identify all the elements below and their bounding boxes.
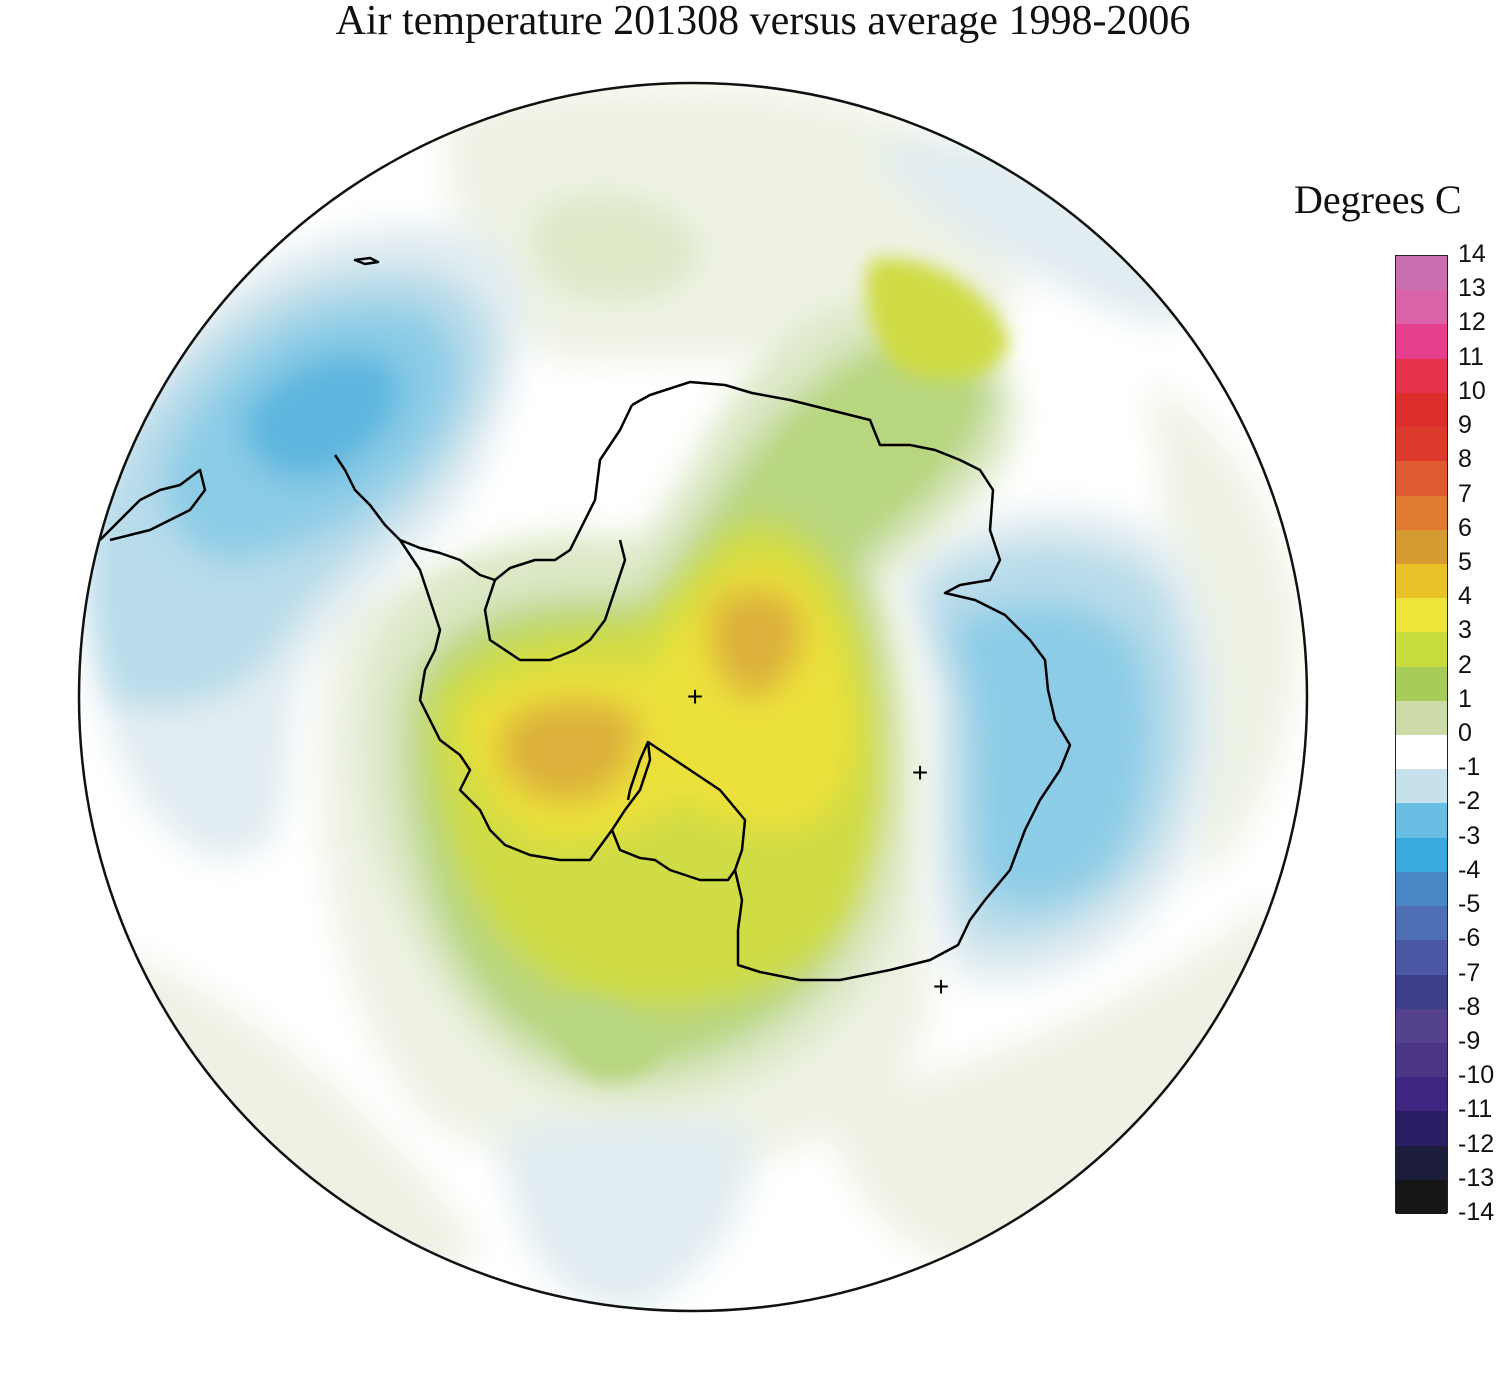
color-scale-tick-label: -10 (1458, 1061, 1495, 1090)
cool-core-west (240, 352, 402, 480)
color-scale-segment (1396, 803, 1447, 839)
color-scale-tick-label: -6 (1458, 924, 1481, 953)
coastlines (99, 256, 1072, 982)
station-marker-southeast: + (933, 971, 949, 1002)
south-georgia-island (353, 256, 380, 266)
color-scale-segment (1396, 358, 1447, 394)
color-scale-segment (1396, 563, 1447, 599)
color-scale-tick-label: 3 (1458, 616, 1472, 645)
color-scale-segment (1396, 598, 1447, 633)
cool-field-south (500, 1115, 752, 1311)
legend-units-label: Degrees C (1294, 177, 1462, 222)
color-scale-tick-label: 11 (1458, 342, 1484, 371)
color-scale-tick-label: 1 (1458, 684, 1472, 713)
color-scale-segment (1396, 529, 1447, 565)
color-scale-segment (1396, 427, 1447, 462)
color-scale-segment (1396, 769, 1447, 804)
map-title: Air temperature 201308 versus average 19… (335, 0, 1191, 44)
color-scale-tick-label: -8 (1458, 992, 1481, 1021)
color-scale-segment (1396, 632, 1447, 668)
color-scale-tick-label: -2 (1458, 787, 1481, 816)
warm-field-north-patch (531, 195, 700, 300)
warm-field-southwest (120, 950, 480, 1278)
color-scale-segment (1396, 1179, 1447, 1215)
antarctic-peninsula-coast (333, 454, 614, 862)
color-scale-tick-label: 13 (1458, 274, 1486, 303)
ross-ice-shelf-edge (626, 741, 650, 801)
color-scale-tick-label: 4 (1458, 582, 1472, 611)
color-scale-segment (1396, 324, 1447, 360)
color-scale-tick-label: 10 (1458, 376, 1486, 405)
color-scale-tick-label: 7 (1458, 479, 1472, 508)
color-scale-tick-label: -11 (1458, 1095, 1493, 1124)
color-scale-segment (1396, 256, 1447, 291)
green-patch-south (558, 997, 660, 1081)
anomaly-field (79, 83, 1307, 1311)
map-markers: + + + (687, 681, 949, 1002)
cool-core-east (954, 603, 1150, 906)
warm-level-5-east (709, 587, 803, 700)
station-marker-east: + (912, 757, 928, 788)
map-boundary-circle (77, 81, 1309, 1313)
color-scale-segment (1396, 906, 1447, 941)
color-scale-segment (1396, 461, 1447, 496)
south-america-tip (99, 468, 207, 542)
color-scale-segment (1396, 871, 1447, 907)
color-scale-tick-label: -14 (1458, 1198, 1495, 1226)
color-scale-tick-label: 6 (1458, 513, 1472, 542)
color-scale-segment (1396, 1042, 1447, 1078)
east-antarctica-coast (610, 380, 1072, 982)
warm-areas (361, 195, 1017, 1104)
color-scale-segment (1396, 666, 1447, 702)
color-scale-segment (1396, 974, 1447, 1010)
color-scale-segment (1396, 495, 1447, 531)
color-scale-segment (1396, 837, 1447, 873)
color-scale-tick-label: -13 (1458, 1163, 1495, 1192)
color-scale-tick-label: -9 (1458, 1026, 1481, 1055)
color-scale-tick-label: -4 (1458, 855, 1481, 884)
color-scale-segment (1396, 1008, 1447, 1044)
color-scale-segment (1396, 940, 1447, 975)
warm-level-5-west (500, 699, 638, 803)
cool-areas (80, 138, 1218, 1311)
color-scale-segment (1396, 1077, 1447, 1112)
color-scale-tick-label: 8 (1458, 445, 1472, 474)
green-patch-northeast (866, 258, 1010, 380)
color-scale-tick-label: -7 (1458, 958, 1481, 987)
color-scale-segment (1396, 1145, 1447, 1181)
green-warm-patches (558, 258, 1010, 1081)
color-scale-tick-label: -1 (1458, 753, 1481, 782)
color-scale-segment (1396, 1111, 1447, 1147)
color-scale-tick-label: 9 (1458, 411, 1472, 440)
west-antarctica-coast (483, 404, 634, 662)
color-scale-tick-label: -5 (1458, 890, 1481, 919)
color-scale-segment (1396, 700, 1447, 736)
color-scale-tick-label: 12 (1458, 308, 1486, 337)
color-scale-tick-label: 2 (1458, 650, 1472, 679)
color-scale-bar (1395, 255, 1448, 1215)
color-scale-tick-label: 14 (1458, 240, 1486, 268)
color-scale-segment (1396, 735, 1447, 770)
color-scale-tick-label: 0 (1458, 719, 1472, 747)
color-scale-segment (1396, 290, 1447, 325)
south-pole-marker: + (687, 681, 703, 712)
color-scale-tick-label: -3 (1458, 821, 1481, 850)
color-scale-tick-label: 5 (1458, 547, 1472, 576)
color-scale-tick-label: -12 (1458, 1129, 1495, 1158)
color-scale-segment (1396, 392, 1447, 428)
